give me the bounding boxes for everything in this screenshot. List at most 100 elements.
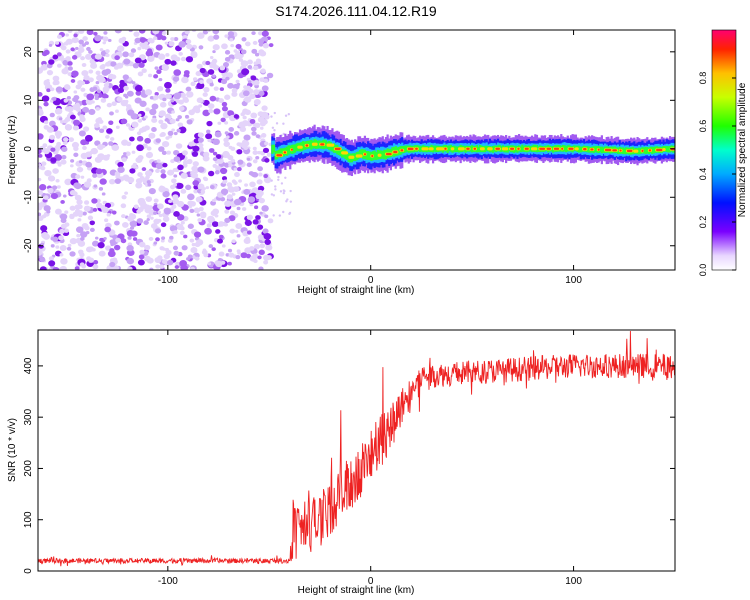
- signal-band-cell: [272, 144, 276, 153]
- noise-speckle: [64, 178, 72, 186]
- noise-speckle: [109, 178, 116, 185]
- noise-speckle: [183, 174, 188, 179]
- spectrogram-x-tick-label: 100: [565, 275, 582, 286]
- noise-speckle: [96, 202, 103, 209]
- noise-speckle-edge: [284, 176, 287, 180]
- noise-speckle: [193, 231, 202, 238]
- noise-speckle: [172, 198, 180, 205]
- noise-speckle: [69, 114, 76, 120]
- noise-speckle: [103, 31, 108, 35]
- spectrogram-y-ticks: -20 -10 0 10 20: [23, 46, 675, 253]
- signal-band-cell: [623, 148, 626, 155]
- noise-speckle: [253, 89, 260, 96]
- spectrogram-marks: [38, 30, 675, 270]
- signal-core-red: [539, 147, 546, 150]
- noise-speckle: [229, 210, 236, 215]
- noise-speckle: [134, 84, 143, 92]
- noise-speckle: [203, 151, 210, 158]
- noise-speckle: [117, 87, 124, 94]
- noise-speckle: [214, 131, 222, 138]
- noise-speckle: [66, 106, 74, 113]
- noise-speckle: [75, 174, 81, 179]
- noise-speckle: [252, 159, 258, 164]
- noise-speckle: [97, 242, 105, 249]
- noise-speckle: [141, 126, 147, 131]
- noise-speckle: [199, 79, 204, 84]
- noise-speckle: [233, 198, 242, 206]
- noise-speckle: [136, 218, 144, 224]
- noise-speckle: [78, 39, 84, 45]
- noise-speckle: [215, 154, 222, 159]
- noise-speckle: [126, 244, 134, 252]
- noise-speckle: [233, 114, 239, 119]
- noise-speckle: [195, 71, 202, 77]
- signal-band-cell: [358, 150, 362, 159]
- signal-band-cell: [381, 150, 384, 159]
- noise-speckle: [80, 152, 88, 160]
- noise-speckle-edge: [270, 115, 273, 118]
- noise-speckle: [244, 109, 251, 116]
- noise-speckle: [132, 62, 140, 69]
- noise-speckle-edge: [279, 190, 283, 193]
- noise-speckle: [233, 131, 240, 136]
- noise-speckle: [157, 53, 166, 60]
- noise-speckle: [151, 117, 158, 123]
- noise-speckle: [119, 79, 125, 85]
- noise-speckle: [249, 181, 256, 188]
- noise-speckle: [90, 62, 98, 69]
- noise-speckle: [127, 215, 134, 222]
- noise-speckle: [41, 51, 48, 57]
- noise-speckle: [159, 264, 165, 269]
- noise-speckle: [91, 100, 95, 104]
- noise-speckle: [212, 30, 220, 35]
- noise-speckle: [139, 249, 145, 255]
- noise-speckle: [51, 185, 58, 190]
- noise-speckle: [174, 265, 180, 269]
- noise-speckle: [116, 45, 125, 52]
- noise-speckle: [80, 236, 85, 241]
- noise-speckle: [137, 46, 142, 51]
- noise-speckle: [207, 103, 215, 109]
- noise-speckle: [117, 166, 125, 173]
- signal-core-yellow: [530, 147, 538, 151]
- noise-speckle: [226, 182, 233, 188]
- noise-speckle: [97, 92, 103, 98]
- noise-speckle: [63, 137, 69, 142]
- noise-speckle: [208, 108, 214, 114]
- noise-speckle: [38, 148, 42, 155]
- noise-speckle: [187, 223, 194, 229]
- noise-speckle: [192, 77, 198, 81]
- noise-speckle: [162, 216, 170, 222]
- noise-speckle: [58, 117, 63, 121]
- noise-speckle: [164, 81, 172, 89]
- noise-speckle: [52, 54, 59, 60]
- noise-speckle: [178, 126, 187, 134]
- noise-speckle: [131, 121, 139, 128]
- noise-speckle: [61, 154, 67, 160]
- noise-speckle-edge: [282, 191, 285, 195]
- noise-speckle: [253, 65, 259, 71]
- noise-speckle: [236, 69, 242, 74]
- noise-speckle: [209, 82, 214, 87]
- noise-speckle: [63, 228, 69, 233]
- noise-speckle: [228, 126, 235, 132]
- noise-speckle: [73, 33, 78, 38]
- signal-core-red: [641, 149, 644, 152]
- noise-speckle: [169, 118, 176, 124]
- noise-speckle: [162, 97, 167, 102]
- noise-speckle: [144, 41, 149, 46]
- noise-speckle-edge: [273, 129, 276, 132]
- noise-speckle: [155, 237, 160, 242]
- noise-speckle: [59, 265, 67, 270]
- noise-speckle: [250, 126, 257, 132]
- noise-speckle: [111, 144, 120, 151]
- noise-speckle: [237, 159, 244, 165]
- signal-core-yellow: [633, 149, 639, 153]
- signal-band-cell: [287, 145, 290, 155]
- spectrogram-frame: [37, 29, 676, 271]
- noise-speckle: [75, 46, 79, 50]
- noise-speckle: [171, 178, 177, 184]
- noise-speckle: [60, 223, 67, 229]
- noise-speckle: [211, 221, 219, 228]
- signal-core-yellow: [348, 155, 355, 159]
